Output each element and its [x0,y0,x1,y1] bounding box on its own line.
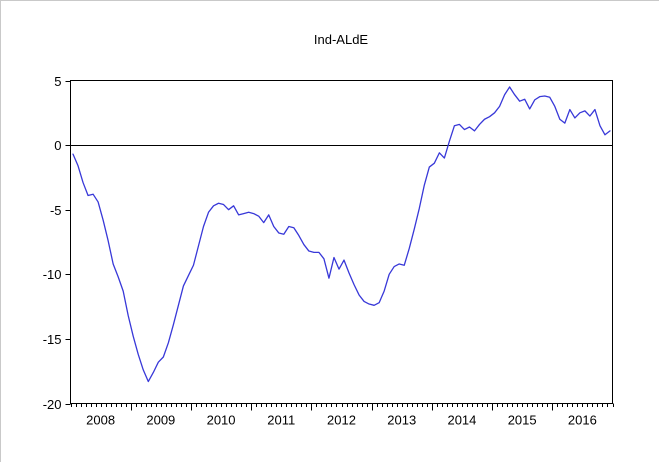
y-axis-tick-label: -5 [50,203,62,218]
x-axis-year-label: 2008 [86,413,115,428]
plot-frame [70,80,613,404]
x-axis-year-label: 2009 [146,413,175,428]
x-axis-year-label: 2016 [568,413,597,428]
series-layer [72,86,611,383]
x-axis-year-label: 2010 [207,413,236,428]
x-axis-year-label: 2014 [447,413,476,428]
chart-title: Ind-ALdE [314,32,369,47]
x-axis-year-label: 2013 [387,413,416,428]
y-axis-tick-label: -10 [43,267,62,282]
y-axis-tick-label: -15 [43,332,62,347]
y-axis-tick-label: -20 [43,397,62,412]
x-axis-year-label: 2012 [327,413,356,428]
axes-layer: 5 0 -5 -10 -15 -20 2008 2009 2010 2011 2012 2013 201… [43,74,614,428]
series-line [72,86,611,383]
y-axis-tick-label: 0 [54,138,61,153]
x-axis-year-label: 2011 [267,413,295,428]
x-axis-year-label: 2015 [508,413,537,428]
y-axis-tick-label: 5 [54,74,61,89]
